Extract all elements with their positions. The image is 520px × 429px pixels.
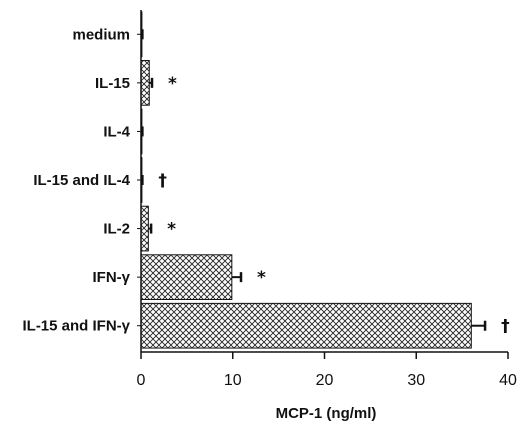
bar-4 [140,205,149,252]
significance-marker-6: † [501,317,510,337]
x-tick-label-1: 10 [224,372,242,389]
category-label-4: IL-2 [103,221,130,238]
x-tick-label-2: 20 [316,372,334,389]
category-label-6: IL-15 and IFN-γ [22,318,130,335]
x-tick-label-3: 30 [407,372,425,389]
category-label-0: medium [72,26,130,43]
plot-area: medium IL-15 * IL-4 IL-15 and IL-4 † IL-2 * IFN-… [22,10,517,389]
bar-5 [140,254,233,300]
category-label-3: IL-15 and IL-4 [33,172,130,189]
significance-marker-5: * [257,268,266,288]
significance-marker-4: * [167,220,176,240]
category-label-5: IFN-γ [93,269,131,286]
x-tick-label-0: 0 [137,372,146,389]
x-axis-title: MCP-1 (ng/ml) [276,405,377,422]
category-label-1: IL-15 [95,75,130,92]
bar-6 [140,302,472,349]
category-label-2: IL-4 [103,123,130,140]
significance-marker-1: * [168,74,177,94]
x-tick-label-4: 40 [499,372,517,389]
significance-marker-3: † [158,171,167,191]
bar-1 [140,60,150,106]
